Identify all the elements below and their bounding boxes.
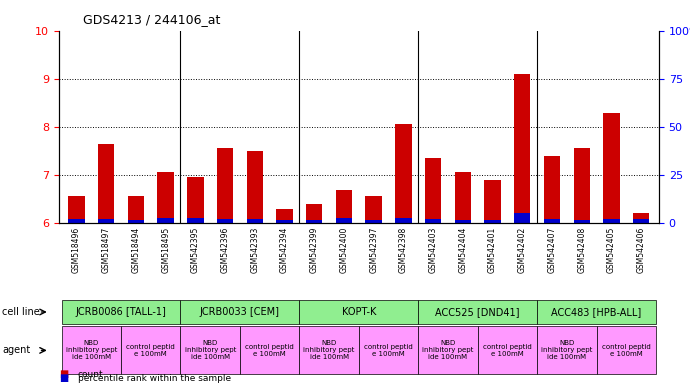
Bar — [514, 213, 531, 223]
Text: ■: ■ — [59, 373, 68, 383]
Text: GSM518497: GSM518497 — [101, 227, 110, 273]
Bar — [217, 219, 233, 223]
Bar — [544, 156, 560, 223]
Text: GSM518494: GSM518494 — [131, 227, 141, 273]
Bar — [68, 219, 85, 223]
Bar — [484, 220, 501, 223]
Bar — [544, 219, 560, 223]
Text: ACC525 [DND41]: ACC525 [DND41] — [435, 307, 520, 317]
Text: control peptid
e 100mM: control peptid e 100mM — [245, 344, 294, 357]
Text: GSM542403: GSM542403 — [428, 227, 437, 273]
Text: GSM542393: GSM542393 — [250, 227, 259, 273]
Bar — [455, 172, 471, 223]
Text: percentile rank within the sample: percentile rank within the sample — [78, 374, 231, 383]
Text: NBD
inhibitory pept
ide 100mM: NBD inhibitory pept ide 100mM — [422, 340, 473, 361]
Bar — [336, 218, 352, 223]
Text: NBD
inhibitory pept
ide 100mM: NBD inhibitory pept ide 100mM — [304, 340, 355, 361]
Bar — [217, 148, 233, 223]
Bar — [395, 124, 411, 223]
Bar — [633, 219, 649, 223]
Text: GSM542399: GSM542399 — [310, 227, 319, 273]
Bar — [276, 209, 293, 223]
Text: GDS4213 / 244106_at: GDS4213 / 244106_at — [83, 13, 220, 26]
Bar — [603, 113, 620, 223]
Text: GSM542398: GSM542398 — [399, 227, 408, 273]
Text: GSM542402: GSM542402 — [518, 227, 526, 273]
Bar — [484, 180, 501, 223]
Bar — [128, 196, 144, 223]
Text: GSM542394: GSM542394 — [280, 227, 289, 273]
Bar — [98, 219, 115, 223]
Bar — [187, 177, 204, 223]
Text: cell line: cell line — [2, 307, 40, 317]
Bar — [514, 74, 531, 223]
Bar — [306, 220, 322, 223]
Bar — [187, 218, 204, 223]
Bar — [128, 220, 144, 223]
Text: GSM518495: GSM518495 — [161, 227, 170, 273]
Text: GSM542406: GSM542406 — [637, 227, 646, 273]
Bar — [246, 219, 263, 223]
Text: control peptid
e 100mM: control peptid e 100mM — [483, 344, 532, 357]
Text: KOPT-K: KOPT-K — [342, 307, 376, 317]
Text: GSM518496: GSM518496 — [72, 227, 81, 273]
Bar — [336, 190, 352, 223]
Bar — [276, 220, 293, 223]
Bar — [68, 196, 85, 223]
Text: control peptid
e 100mM: control peptid e 100mM — [126, 344, 175, 357]
Text: GSM542405: GSM542405 — [607, 227, 616, 273]
Bar — [157, 218, 174, 223]
Text: GSM542407: GSM542407 — [547, 227, 556, 273]
Text: GSM542404: GSM542404 — [458, 227, 467, 273]
Bar — [633, 213, 649, 223]
Bar — [246, 151, 263, 223]
Text: GSM542396: GSM542396 — [221, 227, 230, 273]
Bar — [425, 219, 442, 223]
Bar — [573, 148, 590, 223]
Bar — [366, 220, 382, 223]
Text: agent: agent — [2, 345, 30, 356]
Bar — [603, 219, 620, 223]
Bar — [425, 158, 442, 223]
Bar — [366, 196, 382, 223]
Text: ACC483 [HPB-ALL]: ACC483 [HPB-ALL] — [551, 307, 642, 317]
Text: JCRB0086 [TALL-1]: JCRB0086 [TALL-1] — [76, 307, 166, 317]
Bar — [157, 172, 174, 223]
Bar — [306, 205, 322, 223]
Text: NBD
inhibitory pept
ide 100mM: NBD inhibitory pept ide 100mM — [541, 340, 593, 361]
Text: control peptid
e 100mM: control peptid e 100mM — [364, 344, 413, 357]
Bar — [573, 220, 590, 223]
Text: GSM542400: GSM542400 — [339, 227, 348, 273]
Text: control peptid
e 100mM: control peptid e 100mM — [602, 344, 651, 357]
Text: ■: ■ — [59, 369, 68, 379]
Bar — [455, 220, 471, 223]
Bar — [395, 218, 411, 223]
Text: GSM542397: GSM542397 — [369, 227, 378, 273]
Text: NBD
inhibitory pept
ide 100mM: NBD inhibitory pept ide 100mM — [66, 340, 117, 361]
Text: NBD
inhibitory pept
ide 100mM: NBD inhibitory pept ide 100mM — [184, 340, 236, 361]
Bar — [98, 144, 115, 223]
Text: GSM542401: GSM542401 — [488, 227, 497, 273]
Text: JCRB0033 [CEM]: JCRB0033 [CEM] — [200, 307, 280, 317]
Text: GSM542395: GSM542395 — [191, 227, 200, 273]
Text: count: count — [78, 370, 104, 379]
Text: GSM542408: GSM542408 — [577, 227, 586, 273]
